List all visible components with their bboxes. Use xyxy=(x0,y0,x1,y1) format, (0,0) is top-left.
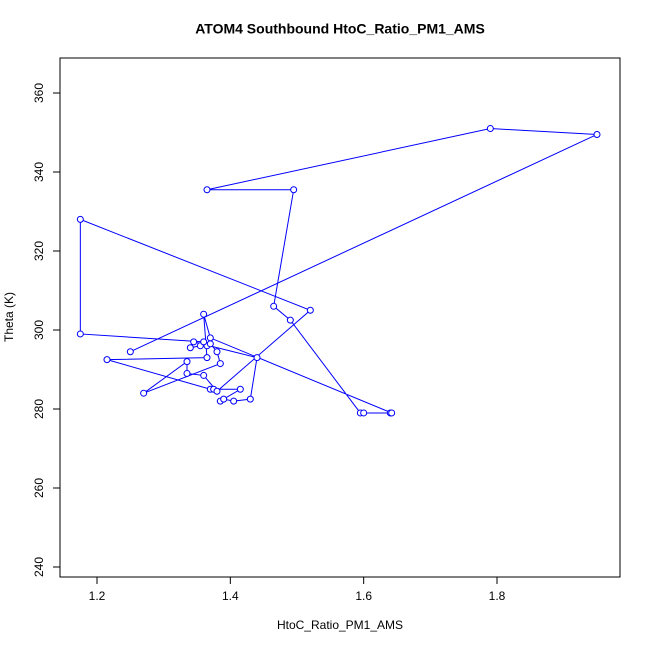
data-point xyxy=(253,354,261,362)
y-tick-label: 320 xyxy=(32,241,46,261)
data-point xyxy=(203,354,211,362)
x-tick-label: 1.6 xyxy=(355,589,372,603)
data-point xyxy=(206,340,214,348)
y-tick-label: 260 xyxy=(32,478,46,498)
y-tick-label: 360 xyxy=(32,83,46,103)
x-tick-label: 1.8 xyxy=(489,589,506,603)
plot-box xyxy=(59,57,621,578)
data-point xyxy=(103,356,111,364)
data-point xyxy=(76,215,84,223)
y-tick-label: 340 xyxy=(32,162,46,182)
data-point xyxy=(236,385,244,393)
y-tick-label: 280 xyxy=(32,399,46,419)
data-point xyxy=(183,358,191,366)
data-point xyxy=(190,338,198,346)
data-point xyxy=(220,395,228,403)
chart-title: ATOM4 Southbound HtoC_Ratio_PM1_AMS xyxy=(195,21,485,37)
data-point xyxy=(270,302,278,310)
data-point xyxy=(306,306,314,314)
data-point xyxy=(183,369,191,377)
data-point xyxy=(186,344,194,352)
data-point xyxy=(126,348,134,356)
data-point xyxy=(140,389,148,397)
data-point xyxy=(290,186,298,194)
data-point xyxy=(230,397,238,405)
data-point xyxy=(203,186,211,194)
y-tick-label: 240 xyxy=(32,557,46,577)
data-point xyxy=(388,409,396,417)
data-point xyxy=(206,334,214,342)
data-point xyxy=(200,338,208,346)
data-point xyxy=(246,395,254,403)
data-point xyxy=(486,125,494,133)
y-tick-label: 300 xyxy=(32,320,46,340)
x-tick-label: 1.4 xyxy=(222,589,239,603)
data-point xyxy=(360,409,368,417)
data-point xyxy=(216,360,224,368)
y-axis-label: Theta (K) xyxy=(2,292,16,342)
data-point xyxy=(200,371,208,379)
data-point xyxy=(593,130,601,138)
data-point xyxy=(213,348,221,356)
data-point xyxy=(76,330,84,338)
data-point xyxy=(200,310,208,318)
x-tick-label: 1.2 xyxy=(89,589,106,603)
data-point xyxy=(286,316,294,324)
data-point xyxy=(213,387,221,395)
x-axis-label: HtoC_Ratio_PM1_AMS xyxy=(277,618,403,632)
